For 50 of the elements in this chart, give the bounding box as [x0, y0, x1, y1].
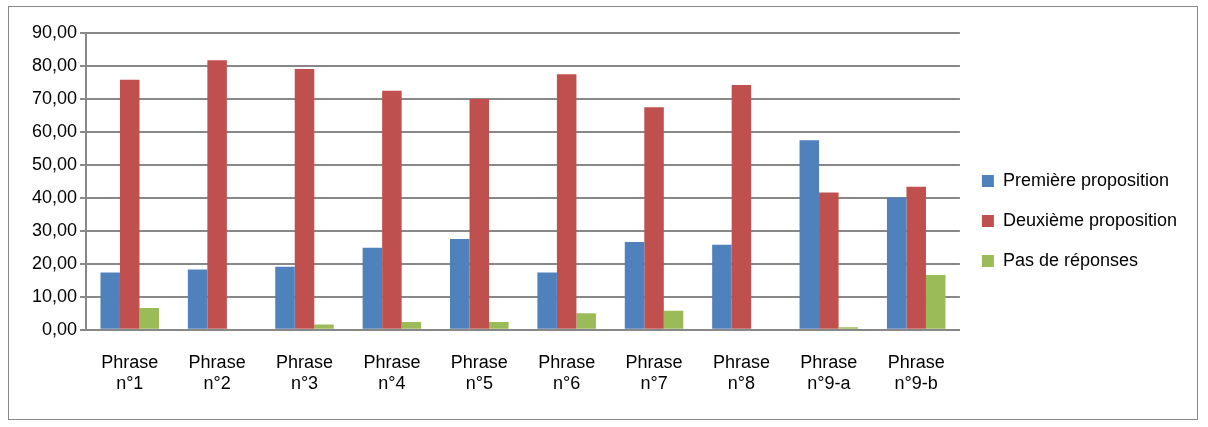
legend-label: Deuxième proposition [1002, 209, 1177, 230]
bar [100, 272, 120, 329]
bar [119, 79, 140, 329]
x-tick-label: Phrase n°8 [712, 351, 770, 394]
x-tick-label: Phrase n°6 [538, 351, 596, 394]
legend-label: Pas de réponses [1002, 249, 1138, 270]
bar [624, 242, 645, 329]
bar [294, 68, 315, 329]
x-tick-label: Phrase n°2 [188, 351, 246, 394]
x-tick-label: Phrase n°5 [450, 351, 508, 394]
bar [450, 239, 470, 329]
y-tick-label: 50,00 [32, 153, 78, 174]
bar [556, 74, 577, 329]
y-tick-label: 20,00 [32, 252, 78, 273]
bar [362, 247, 383, 329]
y-tick-label: 70,00 [32, 87, 78, 108]
bar [207, 60, 227, 329]
x-tick-label: Phrase n°3 [275, 351, 334, 394]
y-tick-label: 60,00 [32, 120, 78, 141]
bar [712, 244, 732, 329]
bar [799, 140, 820, 329]
bar [537, 272, 557, 329]
y-tick-label: 30,00 [32, 219, 78, 240]
y-tick-label: 0,00 [42, 318, 78, 339]
bar [275, 266, 295, 329]
x-tick-label: Phrase n°7 [625, 351, 683, 394]
bar [819, 192, 839, 329]
bar [401, 321, 422, 329]
bar [731, 85, 752, 329]
bar [576, 313, 596, 329]
x-tick-label: Phrase n°4 [363, 351, 421, 394]
legend-label: Première proposition [1002, 169, 1169, 190]
y-tick-label: 80,00 [32, 54, 78, 75]
bar [906, 186, 926, 329]
y-tick-label: 10,00 [32, 285, 78, 306]
bar [644, 107, 664, 329]
bar [925, 275, 946, 329]
bar [663, 310, 684, 329]
bar [139, 308, 160, 329]
bar [314, 324, 334, 329]
x-tick-label: Phrase n°1 [101, 351, 159, 394]
y-tick-label: 90,00 [32, 21, 78, 42]
bar [382, 90, 402, 329]
bar [886, 197, 907, 329]
bar [489, 321, 509, 329]
bar [469, 98, 490, 329]
x-tick-label: Phrase n°9-a [800, 351, 858, 394]
bar [187, 269, 208, 329]
x-tick-label: Phrase n°9-b [887, 351, 945, 394]
y-tick-label: 40,00 [32, 186, 78, 207]
